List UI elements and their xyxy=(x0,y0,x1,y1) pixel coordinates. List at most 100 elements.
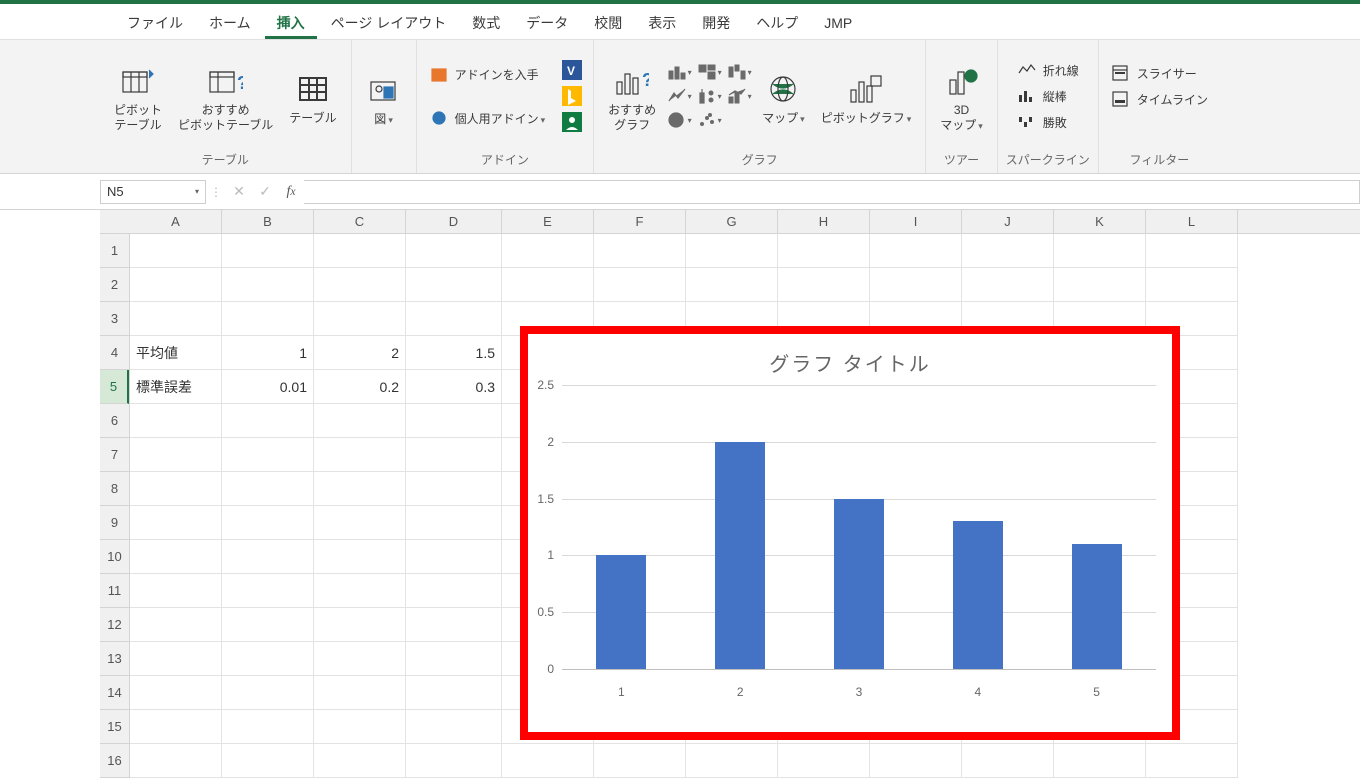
chart-bar-4[interactable] xyxy=(953,521,1003,669)
cell-J2[interactable] xyxy=(962,268,1054,302)
cell-B12[interactable] xyxy=(222,608,314,642)
cell-A7[interactable] xyxy=(130,438,222,472)
column-header-I[interactable]: I xyxy=(870,210,962,233)
cell-G1[interactable] xyxy=(686,234,778,268)
row-header-9[interactable]: 9 xyxy=(100,506,129,540)
tab-挿入[interactable]: 挿入 xyxy=(265,5,317,39)
row-header-8[interactable]: 8 xyxy=(100,472,129,506)
cell-K1[interactable] xyxy=(1054,234,1146,268)
cell-B6[interactable] xyxy=(222,404,314,438)
cell-A16[interactable] xyxy=(130,744,222,778)
chart-bar-1[interactable] xyxy=(596,555,646,669)
recommended-pivot-button[interactable]: ? おすすめピボットテーブル xyxy=(172,59,279,133)
tab-開発[interactable]: 開発 xyxy=(690,5,742,39)
cell-B1[interactable] xyxy=(222,234,314,268)
cancel-formula-button[interactable]: ✕ xyxy=(226,183,252,200)
cell-D15[interactable] xyxy=(406,710,502,744)
insert-function-button[interactable]: fx xyxy=(278,184,304,200)
cell-G2[interactable] xyxy=(686,268,778,302)
cell-C13[interactable] xyxy=(314,642,406,676)
row-header-5[interactable]: 5 xyxy=(100,370,129,404)
cell-B10[interactable] xyxy=(222,540,314,574)
column-header-D[interactable]: D xyxy=(406,210,502,233)
cell-D4[interactable]: 1.5 xyxy=(406,336,502,370)
cell-L2[interactable] xyxy=(1146,268,1238,302)
cell-C14[interactable] xyxy=(314,676,406,710)
column-header-K[interactable]: K xyxy=(1054,210,1146,233)
my-addins-button[interactable]: 個人用アドイン xyxy=(425,106,550,130)
column-header-L[interactable]: L xyxy=(1146,210,1238,233)
cell-I1[interactable] xyxy=(870,234,962,268)
get-addins-button[interactable]: アドインを入手 xyxy=(425,62,550,86)
row-header-13[interactable]: 13 xyxy=(100,642,129,676)
cell-C1[interactable] xyxy=(314,234,406,268)
cell-A15[interactable] xyxy=(130,710,222,744)
visio-addin-icon[interactable]: V xyxy=(559,59,585,81)
row-header-7[interactable]: 7 xyxy=(100,438,129,472)
combo-chart-icon[interactable]: ▾ xyxy=(726,85,752,107)
line-chart-icon[interactable]: ▾ xyxy=(666,85,692,107)
tab-ホーム[interactable]: ホーム xyxy=(197,5,263,39)
cell-D10[interactable] xyxy=(406,540,502,574)
column-header-A[interactable]: A xyxy=(130,210,222,233)
column-header-B[interactable]: B xyxy=(222,210,314,233)
column-header-C[interactable]: C xyxy=(314,210,406,233)
row-header-16[interactable]: 16 xyxy=(100,744,129,778)
cell-E2[interactable] xyxy=(502,268,594,302)
chart-plot-area[interactable]: 00.511.522.5 xyxy=(562,385,1156,669)
embedded-chart[interactable]: グラフ タイトル 00.511.522.5 12345 xyxy=(520,326,1180,740)
cell-A1[interactable] xyxy=(130,234,222,268)
slicer-button[interactable]: スライサー xyxy=(1107,61,1212,85)
row-header-3[interactable]: 3 xyxy=(100,302,129,336)
cell-C16[interactable] xyxy=(314,744,406,778)
recommended-charts-button[interactable]: ? おすすめグラフ xyxy=(602,59,662,133)
row-header-14[interactable]: 14 xyxy=(100,676,129,710)
enter-formula-button[interactable]: ✓ xyxy=(252,183,278,200)
cell-H2[interactable] xyxy=(778,268,870,302)
cell-B9[interactable] xyxy=(222,506,314,540)
cell-D16[interactable] xyxy=(406,744,502,778)
chart-bar-3[interactable] xyxy=(834,499,884,669)
cell-D6[interactable] xyxy=(406,404,502,438)
sparkline-line-button[interactable]: 折れ線 xyxy=(1013,58,1083,82)
cell-D7[interactable] xyxy=(406,438,502,472)
cell-D5[interactable]: 0.3 xyxy=(406,370,502,404)
formula-input[interactable] xyxy=(304,180,1360,204)
waterfall-chart-icon[interactable]: ▾ xyxy=(726,61,752,83)
cell-A9[interactable] xyxy=(130,506,222,540)
cell-L16[interactable] xyxy=(1146,744,1238,778)
tab-校閲[interactable]: 校閲 xyxy=(582,5,634,39)
cell-B7[interactable] xyxy=(222,438,314,472)
illustrations-button[interactable]: 図 xyxy=(360,68,408,127)
column-header-G[interactable]: G xyxy=(686,210,778,233)
cell-F1[interactable] xyxy=(594,234,686,268)
column-header-J[interactable]: J xyxy=(962,210,1054,233)
cell-C3[interactable] xyxy=(314,302,406,336)
cell-A2[interactable] xyxy=(130,268,222,302)
row-header-12[interactable]: 12 xyxy=(100,608,129,642)
cell-A14[interactable] xyxy=(130,676,222,710)
row-header-10[interactable]: 10 xyxy=(100,540,129,574)
cell-C10[interactable] xyxy=(314,540,406,574)
cell-L1[interactable] xyxy=(1146,234,1238,268)
tab-JMP[interactable]: JMP xyxy=(812,7,864,37)
cell-B5[interactable]: 0.01 xyxy=(222,370,314,404)
row-header-4[interactable]: 4 xyxy=(100,336,129,370)
cell-K2[interactable] xyxy=(1054,268,1146,302)
column-header-F[interactable]: F xyxy=(594,210,686,233)
bing-addin-icon[interactable] xyxy=(559,85,585,107)
cell-C7[interactable] xyxy=(314,438,406,472)
cell-D1[interactable] xyxy=(406,234,502,268)
cell-C12[interactable] xyxy=(314,608,406,642)
cell-B13[interactable] xyxy=(222,642,314,676)
cell-C6[interactable] xyxy=(314,404,406,438)
sparkline-column-button[interactable]: 縦棒 xyxy=(1013,84,1083,108)
cell-B11[interactable] xyxy=(222,574,314,608)
cell-C2[interactable] xyxy=(314,268,406,302)
worksheet-grid[interactable]: ABCDEFGHIJKL 12345678910111213141516 平均値… xyxy=(0,210,1360,780)
pie-chart-icon[interactable]: ▾ xyxy=(666,109,692,131)
cell-D2[interactable] xyxy=(406,268,502,302)
row-header-6[interactable]: 6 xyxy=(100,404,129,438)
cell-I2[interactable] xyxy=(870,268,962,302)
column-header-H[interactable]: H xyxy=(778,210,870,233)
